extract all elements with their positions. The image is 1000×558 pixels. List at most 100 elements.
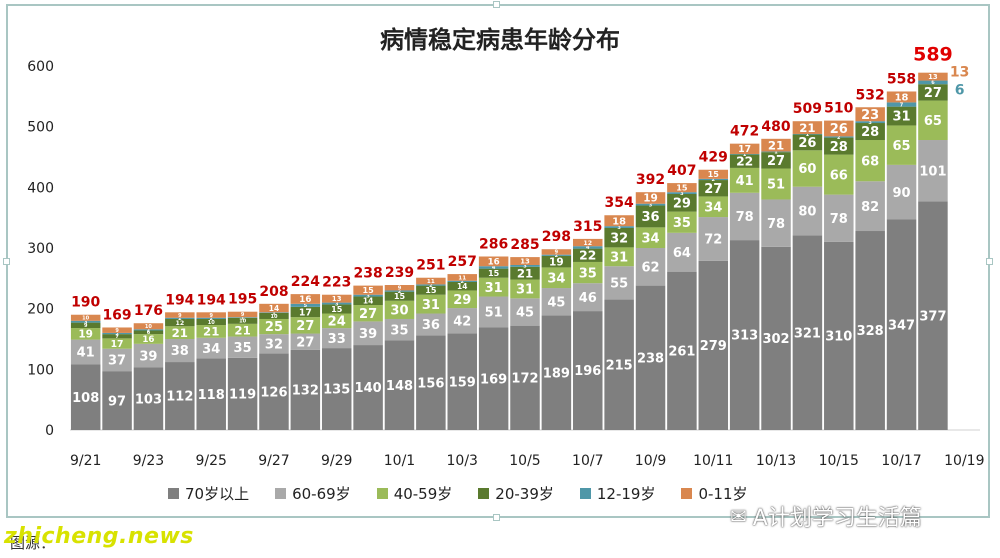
bar-value-label: 101	[919, 164, 946, 179]
bar-segment	[353, 305, 383, 322]
bar-value-label: 2	[178, 316, 182, 322]
total-label: 480	[761, 119, 790, 135]
bar-value-label: 31	[516, 283, 534, 298]
bar-value-label: 22	[736, 155, 753, 169]
bar-value-label: 65	[893, 139, 911, 154]
bar-segment	[102, 338, 132, 349]
bar-value-label: 15	[708, 169, 720, 179]
bar-segment	[196, 312, 226, 318]
bar-value-label: 103	[135, 392, 162, 407]
bar-value-label: 16	[299, 295, 311, 305]
legend-item: 20-39岁	[478, 483, 554, 504]
bar-segment	[259, 318, 289, 335]
bar-value-label: 34	[202, 342, 220, 357]
bar-value-label: 28	[830, 140, 848, 155]
resize-handle-right[interactable]	[986, 258, 993, 265]
bar-value-label: 21	[203, 325, 219, 339]
bar-value-label: 35	[579, 266, 597, 281]
bar-value-label: 35	[234, 341, 252, 356]
legend-item: 40-59岁	[376, 483, 452, 504]
total-label: 195	[228, 292, 257, 308]
bar-segment	[102, 332, 132, 335]
bar-segment	[792, 235, 823, 430]
bar-value-label: 119	[229, 388, 256, 403]
bar-value-label: 2	[115, 331, 119, 337]
bar-value-label: 4	[586, 245, 590, 251]
bar-segment	[447, 290, 477, 309]
x-tick-label: 10/19	[944, 453, 984, 469]
total-label: 223	[322, 275, 351, 291]
bar-value-label: 34	[547, 271, 565, 286]
bar-segment	[227, 323, 258, 337]
chart-title: 病情稳定病患年龄分布	[380, 26, 620, 54]
bar-segment	[259, 312, 289, 319]
bar-segment	[416, 277, 446, 285]
total-label: 238	[353, 266, 382, 282]
legend-label: 12-19岁	[596, 484, 656, 503]
bar-segment	[761, 168, 791, 200]
bar-value-label: 23	[861, 108, 879, 123]
bar-segment	[573, 248, 603, 262]
legend-label: 20-39岁	[495, 484, 554, 503]
legend-swatch	[376, 487, 388, 499]
total-label: 224	[291, 274, 320, 290]
total-label: 472	[730, 124, 759, 140]
bar-segment	[792, 133, 823, 135]
bar-value-label: 33	[328, 332, 346, 347]
bar-segment	[761, 246, 791, 430]
bar-segment	[227, 357, 258, 430]
bar-segment	[667, 271, 697, 430]
bar-value-label: 7	[115, 334, 119, 340]
bar-segment	[353, 296, 383, 306]
bar-value-label: 34	[704, 200, 722, 215]
bar-segment	[667, 194, 697, 212]
y-tick-label: 100	[27, 362, 54, 378]
bar-value-label: 18	[895, 93, 909, 104]
x-tick-label: 10/9	[635, 453, 666, 469]
bar-segment	[70, 314, 101, 321]
wechat-icon: ✉	[730, 504, 747, 528]
bar-value-label: 10	[208, 320, 216, 326]
bar-segment	[102, 327, 132, 333]
resize-handle-left[interactable]	[3, 258, 10, 265]
bar-segment	[133, 343, 164, 368]
bar-value-label: 1	[241, 315, 245, 321]
bar-value-label: 19	[643, 193, 658, 205]
bar-value-label: 2	[837, 135, 841, 141]
bar-segment	[604, 227, 634, 248]
bar-segment	[918, 80, 948, 85]
resize-handle-top[interactable]	[493, 1, 500, 8]
y-tick-label: 500	[27, 120, 54, 136]
bar-segment	[384, 340, 415, 430]
bar-segment	[792, 150, 823, 187]
bar-segment	[384, 290, 415, 292]
bar-value-label: 2	[147, 328, 151, 334]
y-tick-label: 300	[27, 241, 54, 257]
bar-segment	[416, 285, 446, 295]
bar-value-label: 118	[198, 388, 225, 403]
bar-segment	[729, 154, 760, 168]
x-tick-label: 10/15	[819, 453, 859, 469]
bar-value-label: 9	[115, 328, 119, 334]
bar-value-label: 9	[555, 250, 559, 256]
bar-value-label: 10	[239, 319, 247, 325]
bar-segment	[447, 308, 477, 334]
total-label: 558	[887, 71, 916, 87]
bar-segment	[227, 317, 258, 324]
bar-segment	[290, 303, 321, 307]
total-label: 194	[165, 292, 194, 308]
y-tick-label: 200	[27, 302, 54, 318]
bar-value-label: 3	[523, 264, 527, 270]
bar-value-label: 31	[422, 298, 440, 313]
bar-segment	[321, 313, 352, 329]
bar-value-label: 2	[429, 283, 433, 289]
bar-value-label: 27	[359, 307, 377, 322]
bar-segment	[792, 134, 823, 151]
bar-value-label: 169	[480, 372, 507, 387]
bar-value-label: 10	[145, 324, 153, 330]
legend-item: 60-69岁	[275, 483, 351, 504]
bar-segment	[196, 337, 226, 359]
bar-segment	[573, 261, 603, 284]
bar-segment	[635, 248, 666, 286]
resize-handle-bottom[interactable]	[493, 514, 500, 521]
